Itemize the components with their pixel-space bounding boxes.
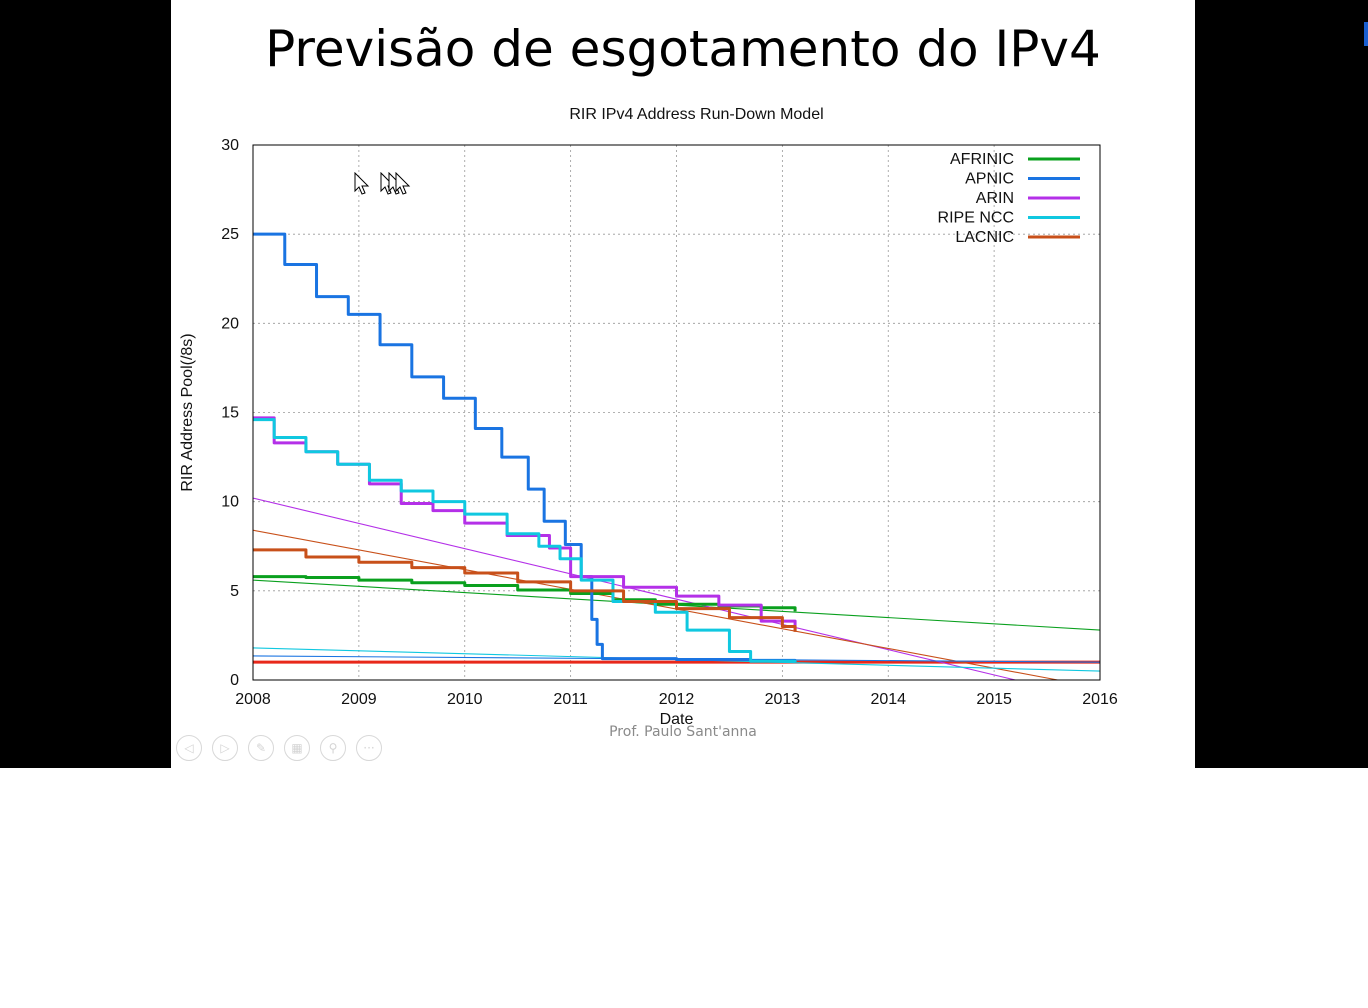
series-line-ripe-ncc — [253, 418, 797, 663]
mouse-cursor-icon — [354, 172, 370, 195]
chart-title: RIR IPv4 Address Run-Down Model — [569, 106, 823, 123]
x-axis-label: Date — [660, 711, 694, 728]
window-edge-marker — [1364, 22, 1368, 46]
legend-label: LACNIC — [955, 229, 1014, 246]
slideshow-controls: ◁ ▷ ✎ ▦ ⚲ ··· — [176, 735, 382, 761]
y-tick-label: 15 — [221, 405, 239, 422]
series-line-apnic — [253, 232, 797, 662]
ipv4-rundown-chart: RIR IPv4 Address Run-Down Model 2008 2009 2… — [179, 106, 1118, 728]
slide-footer: Prof. Paulo Sant'anna — [609, 724, 757, 740]
x-tick-label: 2009 — [341, 691, 377, 708]
y-tick-label: 25 — [221, 226, 239, 243]
series-line-lacnic — [253, 548, 797, 632]
mouse-cursor-icon — [395, 172, 411, 195]
x-tick-label: 2014 — [870, 691, 906, 708]
x-tick-label: 2008 — [235, 691, 271, 708]
trend-line — [252, 497, 1016, 681]
legend-label: AFRINIC — [950, 151, 1014, 168]
legend-label: APNIC — [965, 171, 1014, 188]
x-tick-label: 2012 — [659, 691, 695, 708]
y-tick-label: 10 — [221, 494, 239, 511]
left-black-border — [0, 0, 171, 768]
plot-frame — [252, 144, 1101, 681]
x-tick-label: 2015 — [976, 691, 1012, 708]
slides-grid-button[interactable]: ▦ — [284, 735, 310, 761]
y-axis-label: RIR Address Pool(/8s) — [179, 333, 196, 491]
previous-slide-button[interactable]: ◁ — [176, 735, 202, 761]
y-tick-label: 0 — [230, 672, 239, 689]
zoom-button[interactable]: ⚲ — [320, 735, 346, 761]
y-tick-label: 5 — [230, 583, 239, 600]
slide-title: Previsão de esgotamento do IPv4 — [265, 20, 1101, 78]
x-tick-label: 2016 — [1082, 691, 1118, 708]
more-options-button[interactable]: ··· — [356, 735, 382, 761]
x-tick-label: 2013 — [765, 691, 801, 708]
legend-label: ARIN — [976, 190, 1014, 207]
right-black-border — [1195, 0, 1368, 768]
presentation-slide: Previsão de esgotamento do IPv4 Prof. Pa… — [171, 0, 1195, 768]
x-tick-label: 2011 — [553, 691, 588, 708]
legend-label: RIPE NCC — [938, 210, 1014, 227]
x-tick-label: 2010 — [447, 691, 483, 708]
series-line-arin — [253, 416, 797, 631]
next-slide-button[interactable]: ▷ — [212, 735, 238, 761]
y-tick-label: 30 — [221, 137, 239, 154]
y-tick-label: 20 — [221, 315, 239, 332]
pen-tool-button[interactable]: ✎ — [248, 735, 274, 761]
